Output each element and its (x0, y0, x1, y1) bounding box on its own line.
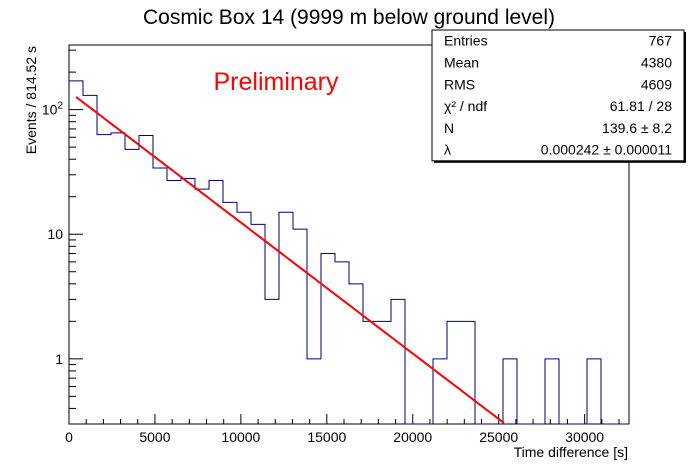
histogram-bins (69, 80, 629, 425)
stats-value: 4380 (641, 54, 672, 70)
fit-curve (75, 96, 505, 424)
y-tick-label: 10 (47, 226, 63, 242)
x-axis-label: Time difference [s] (514, 444, 628, 460)
x-tick-label: 30000 (565, 429, 604, 445)
stats-label: χ² / ndf (444, 98, 487, 114)
x-tick-label: 0 (65, 429, 73, 445)
y-axis-label: Events / 814.52 s (23, 46, 39, 154)
stats-label: RMS (444, 76, 475, 92)
stats-label: N (444, 120, 454, 136)
chart-title: Cosmic Box 14 (9999 m below ground level… (143, 6, 555, 29)
stats-label: Entries (444, 33, 488, 49)
x-tick-label: 15000 (307, 429, 346, 445)
stats-label: λ (444, 142, 451, 158)
stats-box-frame (431, 29, 685, 162)
preliminary-watermark: Preliminary (213, 68, 339, 96)
x-tick-label: 25000 (479, 429, 518, 445)
y-tick-label: 102 (42, 101, 64, 118)
stats-value: 0.000242 ± 0.000011 (541, 142, 672, 158)
histogram-outline (69, 80, 629, 425)
x-tick-label: 5000 (139, 429, 170, 445)
stats-label: Mean (444, 54, 479, 70)
stats-value: 4609 (641, 76, 672, 92)
stats-value: 767 (649, 33, 673, 49)
y-tick-label: 1 (55, 351, 63, 367)
x-tick-label: 10000 (221, 429, 260, 445)
stats-box: Entries 767 Mean 4380 RMS 4609 χ² / ndf 61.81 /… (431, 29, 686, 163)
y-axis: 1 10 102 (42, 49, 83, 425)
x-tick-label: 20000 (393, 429, 432, 445)
stats-value: 139.6 ± 8.2 (602, 120, 672, 136)
x-axis: 0 5000 10000 15000 20000 25000 30000 (65, 414, 620, 445)
fit-curve-layer (75, 96, 505, 424)
stats-value: 61.81 / 28 (610, 98, 672, 114)
